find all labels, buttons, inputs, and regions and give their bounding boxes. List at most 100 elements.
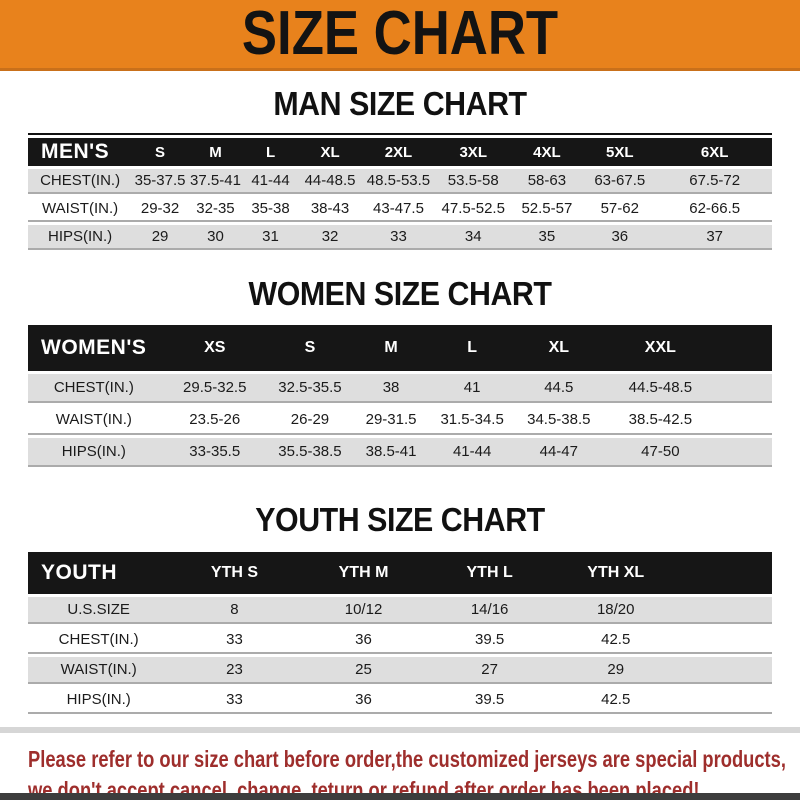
size-column-header: 2XL bbox=[362, 138, 435, 166]
table-row: CHEST(IN.) 33 36 39.5 42.5 bbox=[28, 627, 772, 654]
size-cell: 29-32 bbox=[132, 197, 188, 222]
row-label: CHEST(IN.) bbox=[28, 169, 133, 194]
size-cell: 36 bbox=[299, 687, 428, 714]
youth-section: YOUTH SIZE CHART YOUTH YTH S YTH M YTH L YTH… bbox=[0, 470, 800, 717]
table-header-label: WOMEN'S bbox=[28, 325, 160, 371]
banner: SIZE CHART bbox=[0, 0, 800, 71]
filler-cell bbox=[715, 406, 772, 435]
size-cell: 39.5 bbox=[427, 687, 552, 714]
table-header-label: YOUTH bbox=[28, 552, 170, 594]
table-row: HIPS(IN.) 33-35.5 35.5-38.5 38.5-41 41-44 44-… bbox=[28, 438, 772, 467]
size-column-header: 4XL bbox=[511, 138, 583, 166]
size-cell: 29 bbox=[132, 225, 188, 250]
size-cell: 26-29 bbox=[269, 406, 351, 435]
size-cell: 8 bbox=[169, 597, 300, 624]
size-column-header: 3XL bbox=[434, 138, 512, 166]
size-cell: 43-47.5 bbox=[362, 197, 435, 222]
size-cell: 14/16 bbox=[427, 597, 552, 624]
mens-size-table: MEN'S S M L XL 2XL 3XL 4XL 5XL 6XL CHEST(IN.) 35-37… bbox=[28, 133, 772, 253]
size-cell: 39.5 bbox=[427, 627, 552, 654]
size-column-header: YTH XL bbox=[551, 552, 680, 594]
size-cell: 37 bbox=[657, 225, 772, 250]
bottom-strip bbox=[0, 793, 800, 800]
size-column-header: L bbox=[243, 138, 299, 166]
size-cell: 52.5-57 bbox=[511, 197, 583, 222]
row-label: HIPS(IN.) bbox=[28, 225, 133, 250]
size-column-header: M bbox=[187, 138, 243, 166]
size-cell: 35 bbox=[511, 225, 583, 250]
size-cell: 42.5 bbox=[551, 687, 680, 714]
size-cell: 31 bbox=[243, 225, 299, 250]
table-row: CHEST(IN.) 29.5-32.5 32.5-35.5 38 41 44.5 44.5… bbox=[28, 374, 772, 403]
row-label: CHEST(IN.) bbox=[28, 374, 160, 403]
size-cell: 32 bbox=[298, 225, 363, 250]
size-cell: 67.5-72 bbox=[657, 169, 772, 194]
youth-heading: YOUTH SIZE CHART bbox=[255, 501, 545, 538]
table-row: HIPS(IN.) 33 36 39.5 42.5 bbox=[28, 687, 772, 714]
row-label: CHEST(IN.) bbox=[28, 627, 170, 654]
separator-line bbox=[0, 727, 800, 733]
row-label: WAIST(IN.) bbox=[28, 657, 170, 684]
size-column-header: YTH S bbox=[169, 552, 300, 594]
mens-heading: MAN SIZE CHART bbox=[273, 85, 527, 122]
size-cell: 44.5 bbox=[512, 374, 606, 403]
size-cell: 33 bbox=[169, 627, 300, 654]
size-column-header: XL bbox=[298, 138, 363, 166]
size-column-header: 6XL bbox=[657, 138, 772, 166]
filler-cell bbox=[679, 687, 772, 714]
youth-size-table: YOUTH YTH S YTH M YTH L YTH XL U.S.SIZE 8 10/12… bbox=[28, 549, 772, 717]
size-cell: 29.5-32.5 bbox=[159, 374, 270, 403]
footer-line-1: Please refer to our size chart before or… bbox=[28, 746, 786, 772]
size-column-header: 5XL bbox=[582, 138, 658, 166]
table-header-row: MEN'S S M L XL 2XL 3XL 4XL 5XL 6XL bbox=[28, 138, 772, 166]
size-column-header: YTH M bbox=[299, 552, 428, 594]
size-cell: 38-43 bbox=[298, 197, 363, 222]
size-cell: 44-47 bbox=[512, 438, 606, 467]
size-column-header: XXL bbox=[605, 325, 716, 371]
size-cell: 34.5-38.5 bbox=[512, 406, 606, 435]
size-cell: 44-48.5 bbox=[298, 169, 363, 194]
size-cell: 33-35.5 bbox=[159, 438, 270, 467]
filler-cell bbox=[715, 374, 772, 403]
size-cell: 58-63 bbox=[511, 169, 583, 194]
size-column-header: S bbox=[132, 138, 188, 166]
mens-section: MAN SIZE CHART MEN'S S M L XL 2XL 3XL 4XL 5XL 6XL… bbox=[0, 71, 800, 253]
size-cell: 62-66.5 bbox=[657, 197, 772, 222]
womens-size-table: WOMEN'S XS S M L XL XXL CHEST(IN.) 29.5-32.5 32.5… bbox=[28, 322, 772, 470]
size-cell: 38.5-42.5 bbox=[605, 406, 716, 435]
size-cell: 53.5-58 bbox=[434, 169, 512, 194]
row-label: WAIST(IN.) bbox=[28, 406, 160, 435]
size-cell: 48.5-53.5 bbox=[362, 169, 435, 194]
footer-note: Please refer to our size chart before or… bbox=[0, 733, 800, 800]
size-cell: 41 bbox=[431, 374, 513, 403]
size-cell: 32.5-35.5 bbox=[269, 374, 351, 403]
size-column-header: M bbox=[350, 325, 432, 371]
filler-cell bbox=[679, 627, 772, 654]
table-header-label: MEN'S bbox=[28, 138, 133, 166]
size-cell: 29 bbox=[551, 657, 680, 684]
size-cell: 23.5-26 bbox=[159, 406, 270, 435]
size-cell: 23 bbox=[169, 657, 300, 684]
womens-section: WOMEN SIZE CHART WOMEN'S XS S M L XL XXL CHEST(… bbox=[0, 253, 800, 470]
size-cell: 47-50 bbox=[605, 438, 716, 467]
size-cell: 34 bbox=[434, 225, 512, 250]
filler-cell bbox=[679, 657, 772, 684]
size-cell: 38 bbox=[350, 374, 432, 403]
size-cell: 35-37.5 bbox=[132, 169, 188, 194]
row-label: HIPS(IN.) bbox=[28, 438, 160, 467]
size-cell: 36 bbox=[299, 627, 428, 654]
size-cell: 47.5-52.5 bbox=[434, 197, 512, 222]
size-cell: 33 bbox=[169, 687, 300, 714]
row-label: WAIST(IN.) bbox=[28, 197, 133, 222]
table-row: U.S.SIZE 8 10/12 14/16 18/20 bbox=[28, 597, 772, 624]
page-title: SIZE CHART bbox=[241, 0, 559, 68]
size-cell: 42.5 bbox=[551, 627, 680, 654]
size-cell: 35-38 bbox=[243, 197, 299, 222]
header-filler-cell bbox=[679, 552, 772, 594]
table-header-row: YOUTH YTH S YTH M YTH L YTH XL bbox=[28, 552, 772, 594]
size-cell: 57-62 bbox=[582, 197, 658, 222]
size-cell: 29-31.5 bbox=[350, 406, 432, 435]
size-cell: 27 bbox=[427, 657, 552, 684]
table-row: HIPS(IN.) 29 30 31 32 33 34 35 36 37 bbox=[28, 225, 772, 250]
